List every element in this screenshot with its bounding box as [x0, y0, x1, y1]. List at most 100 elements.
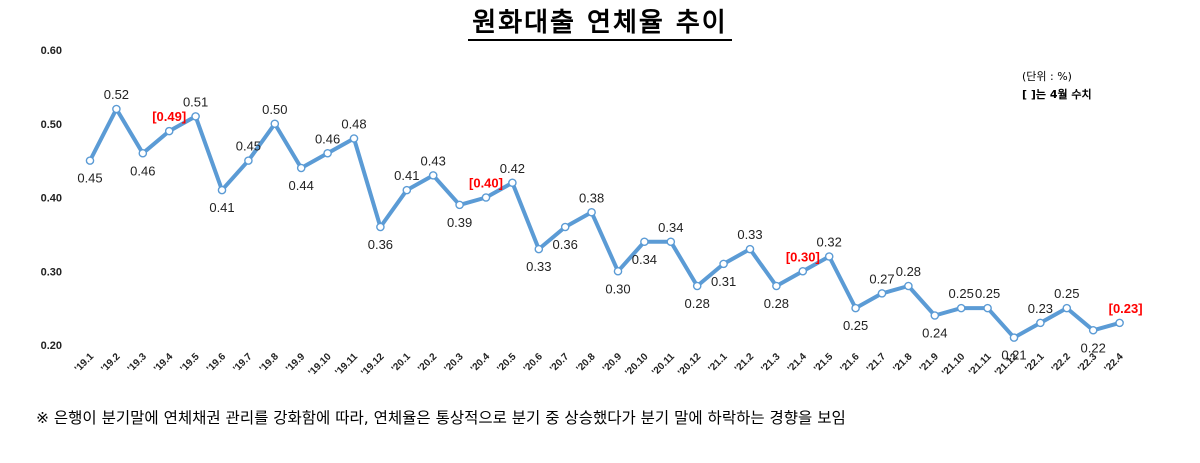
x-tick-label: '20.7: [548, 351, 572, 375]
data-point: [270, 119, 280, 129]
data-label: 0.33: [526, 259, 551, 274]
data-label: 0.36: [553, 237, 578, 252]
chart-title: 원화대출 연체율 추이: [0, 2, 1200, 41]
x-tick-label: '19.2: [99, 351, 123, 375]
x-tick-label: '19.1: [73, 351, 97, 375]
data-point: [824, 252, 834, 261]
x-tick-label: '20.9: [601, 351, 625, 375]
data-label: 0.24: [922, 326, 947, 341]
data-label: [0.49]: [152, 109, 186, 124]
data-label: 0.51: [183, 94, 208, 109]
data-label: 0.41: [209, 200, 234, 215]
data-label: 0.50: [262, 102, 287, 117]
data-point: [85, 156, 95, 165]
x-tick-label: '20.8: [574, 351, 598, 375]
data-point: [719, 259, 728, 269]
x-tick-label: '20.2: [416, 351, 440, 375]
x-tick-label: '21.1: [706, 351, 730, 375]
x-tick-label: '19.8: [258, 351, 282, 375]
data-label: 0.32: [817, 235, 842, 250]
data-label: 0.34: [658, 220, 683, 235]
x-tick-label: '22.4: [1102, 351, 1126, 375]
data-label: 0.31: [711, 274, 736, 289]
data-label: 0.28: [896, 264, 921, 279]
x-tick-label: '21.3: [759, 351, 783, 375]
data-label: 0.52: [104, 87, 129, 102]
y-tick-label: 0.20: [41, 340, 62, 352]
x-tick-label: '20.3: [442, 351, 466, 375]
data-point: [191, 112, 200, 121]
y-tick-label: 0.30: [41, 266, 62, 278]
data-label: 0.36: [368, 237, 393, 252]
x-tick-label: '21.2: [733, 351, 757, 375]
data-label: 0.30: [605, 281, 630, 296]
unit-note: (단위 : %) [ ]는 4월 수치: [1022, 68, 1092, 104]
x-tick-label: '20.5: [495, 351, 519, 375]
data-point: [1115, 318, 1124, 328]
data-label: 0.25: [1054, 286, 1079, 301]
data-point: [692, 281, 702, 291]
y-tick-label: 0.60: [41, 45, 62, 57]
data-label: 0.44: [289, 178, 314, 193]
data-point: [983, 303, 992, 313]
x-tick-label: '19.11: [333, 351, 360, 378]
data-label: [0.30]: [786, 249, 820, 264]
data-point: [534, 244, 544, 254]
series-line: [88, 107, 1122, 340]
x-tick-label: '22.2: [1050, 351, 1074, 375]
x-tick-label: '22.1: [1023, 351, 1047, 375]
x-tick-label: '20.10: [623, 351, 650, 378]
x-tick-label: '19.5: [178, 351, 202, 375]
data-label: 0.39: [447, 215, 472, 230]
data-point: [772, 281, 781, 291]
data-label: 0.41: [394, 168, 419, 183]
data-label: 0.42: [500, 161, 525, 176]
data-point: [164, 126, 174, 136]
bracket-note: [ ]는 4월 수치: [1022, 88, 1092, 101]
x-tick-label: '19.7: [231, 351, 255, 375]
data-point: [956, 303, 966, 313]
x-tick-label: '21.10: [940, 351, 967, 378]
data-point: [1036, 318, 1045, 328]
x-tick-label: '21.5: [812, 351, 836, 375]
data-label: [0.40]: [469, 176, 503, 191]
data-label: 0.21: [1001, 348, 1026, 363]
data-point: [1062, 303, 1072, 313]
chart-title-text: 원화대출 연체율 추이: [468, 8, 732, 41]
data-label: 0.45: [236, 139, 261, 154]
data-label: 0.43: [421, 153, 446, 168]
data-point: [508, 178, 517, 188]
y-tick-label: 0.50: [41, 119, 62, 131]
data-label: 0.38: [579, 190, 604, 205]
data-label: 0.46: [315, 131, 340, 146]
data-label: 0.46: [130, 163, 155, 178]
data-label: 0.25: [949, 286, 974, 301]
data-labels: 0.45 0.52 0.46 [0.49]0.51 0.41 0.45 0.50 0.44 0.…: [77, 87, 1142, 363]
unit-label: (단위 : %): [1022, 70, 1072, 83]
data-label: 0.25: [975, 286, 1000, 301]
data-point: [138, 148, 148, 158]
data-point: [323, 148, 332, 158]
data-point: [613, 266, 623, 276]
data-point: [904, 281, 913, 291]
data-point: [560, 222, 570, 232]
x-tick-label: '21.7: [865, 351, 889, 375]
data-label: 0.33: [737, 227, 762, 242]
y-axis: 0.20 0.30 0.40 0.50 0.60: [41, 45, 62, 352]
data-point: [296, 163, 306, 173]
x-tick-label: '19.4: [152, 351, 176, 375]
x-tick-label: '21.6: [838, 351, 862, 375]
data-point: [877, 289, 887, 298]
data-point: [349, 134, 359, 143]
data-label: 0.23: [1028, 301, 1053, 316]
data-point: [481, 193, 491, 202]
data-point: [745, 244, 755, 254]
x-tick-label: '19.9: [284, 351, 308, 375]
data-point: [851, 303, 860, 313]
x-tick-label: '19.12: [359, 351, 386, 378]
data-point: [455, 200, 464, 210]
data-point: [587, 207, 596, 217]
x-tick-label: '21.9: [918, 351, 942, 375]
x-tick-label: '20.1: [390, 351, 414, 375]
data-point: [244, 156, 253, 165]
